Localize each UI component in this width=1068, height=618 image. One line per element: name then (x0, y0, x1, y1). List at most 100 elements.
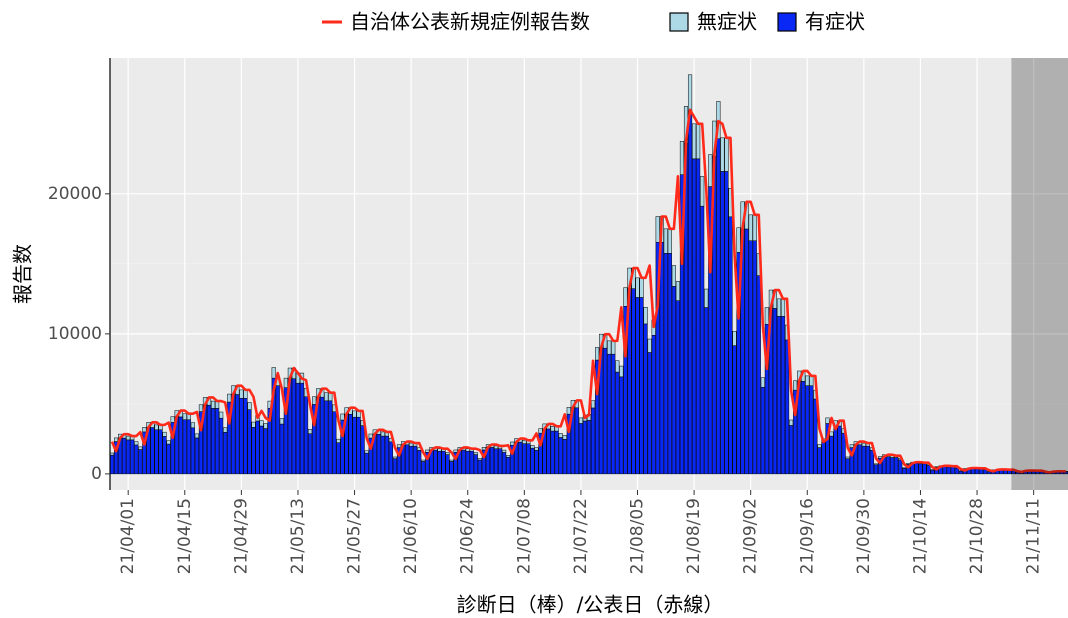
bar (348, 413, 353, 475)
bar (898, 459, 903, 475)
bar (194, 433, 199, 439)
bar (950, 466, 955, 475)
bar (813, 398, 818, 475)
bar (643, 307, 648, 325)
bar (384, 435, 389, 475)
bar (667, 228, 672, 254)
bar (166, 440, 171, 445)
bar (776, 316, 782, 475)
bar (154, 429, 159, 475)
bar (590, 407, 596, 475)
bar (489, 447, 495, 475)
line (110, 108, 1067, 474)
bar (530, 445, 535, 449)
bar (506, 455, 511, 458)
bar (498, 448, 503, 475)
bar (974, 468, 980, 475)
bar (716, 138, 721, 475)
bar (724, 171, 729, 475)
bar (918, 463, 923, 475)
bar (130, 439, 135, 475)
bar (829, 431, 834, 437)
bar (142, 427, 147, 433)
x-tick-label: 21/05/27 (345, 498, 365, 574)
bar (611, 353, 616, 475)
bar (886, 456, 891, 475)
bar (368, 433, 373, 439)
bar (736, 227, 741, 253)
bar (546, 428, 551, 475)
bar (388, 441, 394, 475)
bar (663, 253, 668, 475)
grid (110, 58, 1068, 490)
bar (615, 371, 620, 475)
x-tick-label: 21/04/01 (118, 498, 138, 574)
bar (392, 458, 398, 475)
bar (817, 444, 822, 448)
legend-label: 無症状 (697, 10, 757, 34)
bar (170, 416, 175, 423)
bar (186, 419, 191, 475)
bar (869, 450, 875, 475)
bar (190, 427, 195, 475)
bar (211, 400, 216, 409)
bar (279, 423, 284, 475)
bar (805, 385, 810, 475)
bar (873, 463, 879, 466)
bar (445, 454, 450, 475)
bar (809, 385, 814, 475)
bar (223, 432, 228, 475)
bar (720, 137, 725, 172)
bar (696, 158, 701, 475)
bar (817, 447, 822, 475)
bar (659, 242, 664, 475)
bar (550, 426, 555, 432)
bar (748, 240, 753, 475)
bar (109, 452, 115, 456)
legend: 自治体公表新規症例報告数 無症状 有症状 (322, 10, 865, 34)
bar (865, 445, 870, 475)
bar (958, 470, 963, 475)
bar (328, 400, 333, 475)
bar (522, 443, 527, 475)
bar (299, 382, 305, 475)
bar (332, 411, 337, 475)
bar (477, 459, 482, 475)
bar (534, 447, 539, 451)
bar (206, 404, 212, 475)
bar (873, 464, 879, 475)
bar (413, 445, 418, 475)
bar (126, 439, 131, 475)
bar (518, 441, 523, 475)
bar (392, 456, 398, 459)
x-tick-label: 21/08/05 (628, 498, 648, 574)
bar (861, 442, 866, 447)
x-axis-title: 診断日（棒）/公表日（赤線） (457, 593, 724, 617)
bar (425, 449, 430, 453)
bar (607, 353, 612, 475)
bar (744, 228, 749, 475)
x-tick-label: 21/09/02 (741, 498, 761, 574)
x-tick-label: 21/05/13 (288, 498, 308, 574)
bar (752, 240, 757, 475)
bar (396, 444, 402, 448)
bar (752, 214, 757, 241)
bar (134, 441, 139, 446)
bar (679, 141, 685, 175)
legend-swatch (777, 12, 797, 32)
bar (239, 389, 244, 399)
bar (437, 450, 442, 475)
bar (182, 419, 187, 475)
bar (776, 298, 782, 317)
bar (760, 386, 765, 475)
bar (578, 423, 583, 475)
bar (409, 442, 414, 447)
bar (760, 377, 765, 388)
bar (320, 396, 325, 475)
bar (700, 205, 705, 475)
bar (708, 154, 713, 187)
bar (178, 416, 183, 475)
bar (700, 176, 705, 207)
bar (113, 437, 119, 442)
